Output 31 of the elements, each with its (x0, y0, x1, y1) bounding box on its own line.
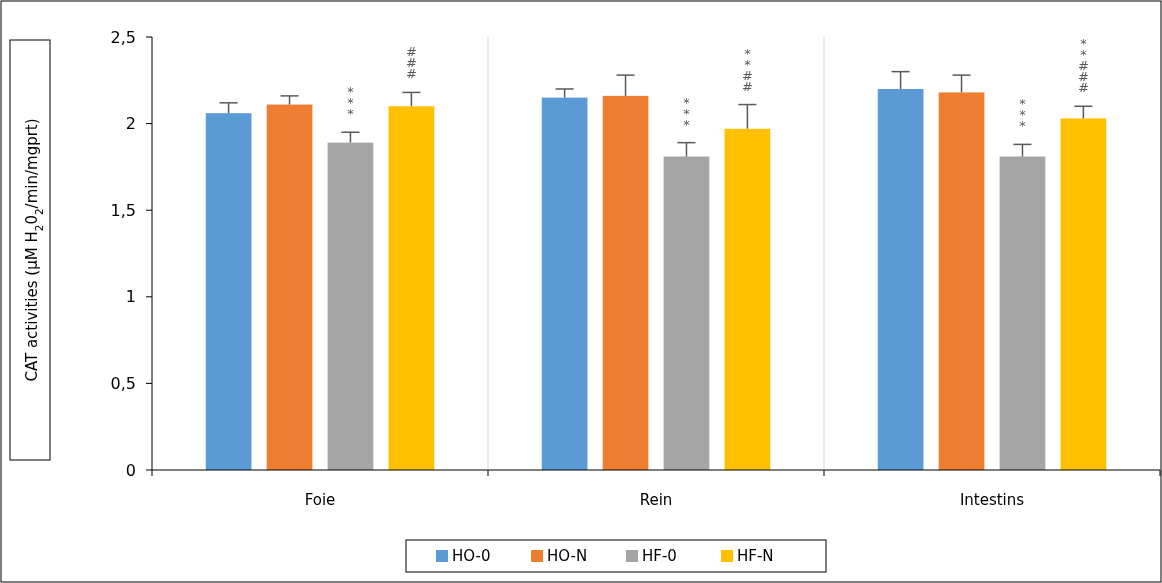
annotation: *** (347, 84, 355, 122)
bar (724, 128, 771, 470)
annotation: ### (405, 44, 417, 82)
annotation: **## (741, 45, 753, 94)
bar (1060, 118, 1107, 470)
legend-label: HF-N (737, 547, 774, 565)
y-tick-label: 2 (125, 114, 136, 134)
x-tick-label: Intestins (959, 491, 1025, 509)
bar (663, 156, 710, 470)
bar (999, 156, 1046, 470)
bar (327, 142, 374, 470)
annotation: *** (1019, 96, 1027, 134)
annotation: *** (683, 94, 691, 132)
bar (541, 97, 588, 470)
y-tick-label: 0,5 (110, 374, 136, 393)
y-tick-label: 1,5 (110, 200, 136, 220)
bar (877, 88, 924, 470)
y-tick-label: 1 (125, 287, 136, 307)
legend-label: HO-0 (452, 547, 491, 565)
x-tick-label: Rein (639, 491, 673, 509)
annotation: **### (1077, 36, 1089, 96)
bar (266, 104, 313, 470)
bar (388, 106, 435, 470)
legend-label: HF-0 (642, 547, 677, 565)
bar (938, 92, 985, 470)
x-tick-label: Foie (304, 491, 336, 509)
bar (205, 113, 252, 470)
y-tick-label: 2,5 (110, 27, 136, 47)
legend-label: HO-N (547, 547, 588, 565)
y-tick-label: 0 (125, 460, 136, 480)
bar (602, 95, 649, 470)
